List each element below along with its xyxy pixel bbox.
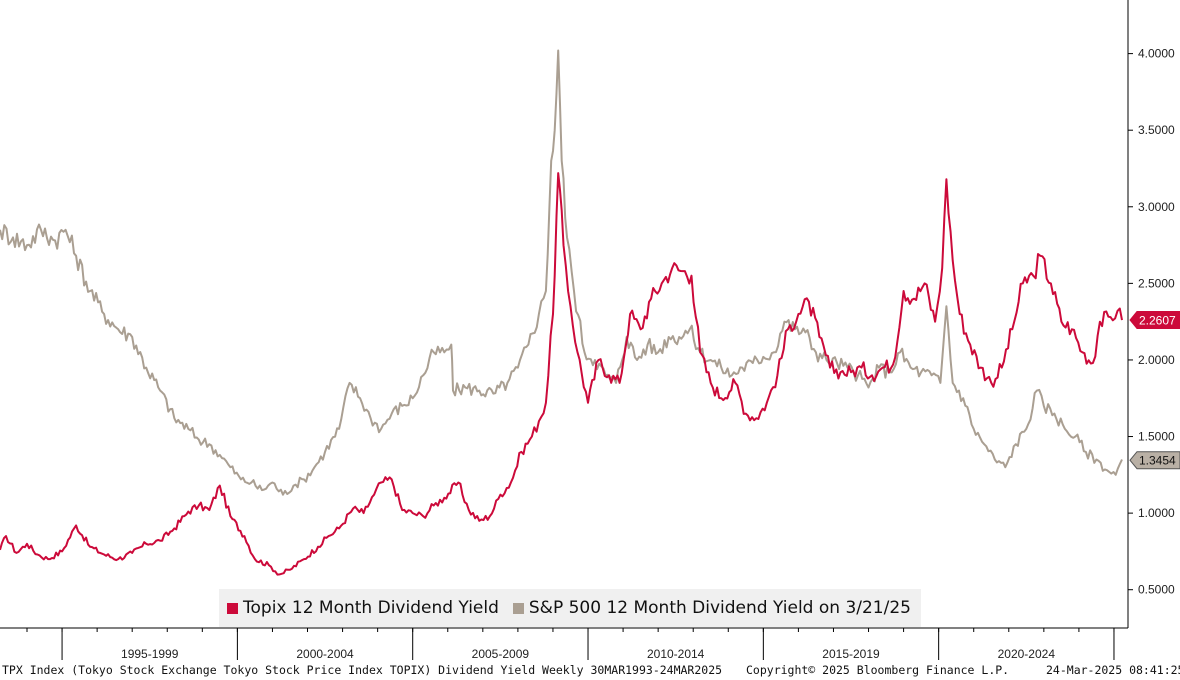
y-tick-label: 3.5000 (1138, 123, 1175, 137)
chart-legend: Topix 12 Month Dividend Yield S&P 500 12… (219, 589, 921, 627)
x-group-label: 2000-2004 (296, 647, 354, 661)
y-tick-label: 2.0000 (1138, 353, 1175, 367)
sp500-last-value: 1.3454 (1129, 451, 1180, 470)
legend-label-topix: Topix 12 Month Dividend Yield (243, 598, 499, 618)
x-group-label: 2015-2019 (822, 647, 880, 661)
x-group-label: 1995-1999 (121, 647, 179, 661)
value-tag-bg (1129, 311, 1180, 330)
legend-label-sp500: S&P 500 12 Month Dividend Yield on 3/21/… (528, 598, 911, 618)
topix-last-value: 2.2607 (1129, 311, 1180, 330)
value-tag-text: 1.3454 (1139, 454, 1176, 468)
sp500-yield-line (0, 49, 1123, 496)
footer-source: TPX Index (Tokyo Stock Exchange Tokyo St… (2, 663, 723, 677)
y-tick-label: 1.5000 (1138, 430, 1175, 444)
footer-copyright: Copyright© 2025 Bloomberg Finance L.P. (746, 663, 1010, 677)
y-tick-label: 3.0000 (1138, 200, 1175, 214)
y-tick-label: 0.5000 (1138, 583, 1175, 597)
value-tag-text: 2.2607 (1139, 314, 1176, 328)
legend-item-topix: Topix 12 Month Dividend Yield (227, 598, 499, 618)
legend-item-sp500: S&P 500 12 Month Dividend Yield on 3/21/… (512, 598, 911, 618)
x-group-label: 2005-2009 (472, 647, 530, 661)
value-tag-bg (1129, 451, 1180, 470)
topix-yield-line (0, 172, 1123, 576)
y-tick-label: 1.0000 (1138, 506, 1175, 520)
y-tick-label: 4.0000 (1138, 47, 1175, 61)
y-tick-label: 2.5000 (1138, 276, 1175, 290)
x-group-label: 2020-2024 (998, 647, 1056, 661)
legend-swatch-topix (227, 602, 238, 614)
legend-swatch-sp500 (512, 602, 524, 614)
footer-timestamp: 24-Mar-2025 08:41:25 (1046, 663, 1180, 677)
x-group-label: 2010-2014 (647, 647, 705, 661)
